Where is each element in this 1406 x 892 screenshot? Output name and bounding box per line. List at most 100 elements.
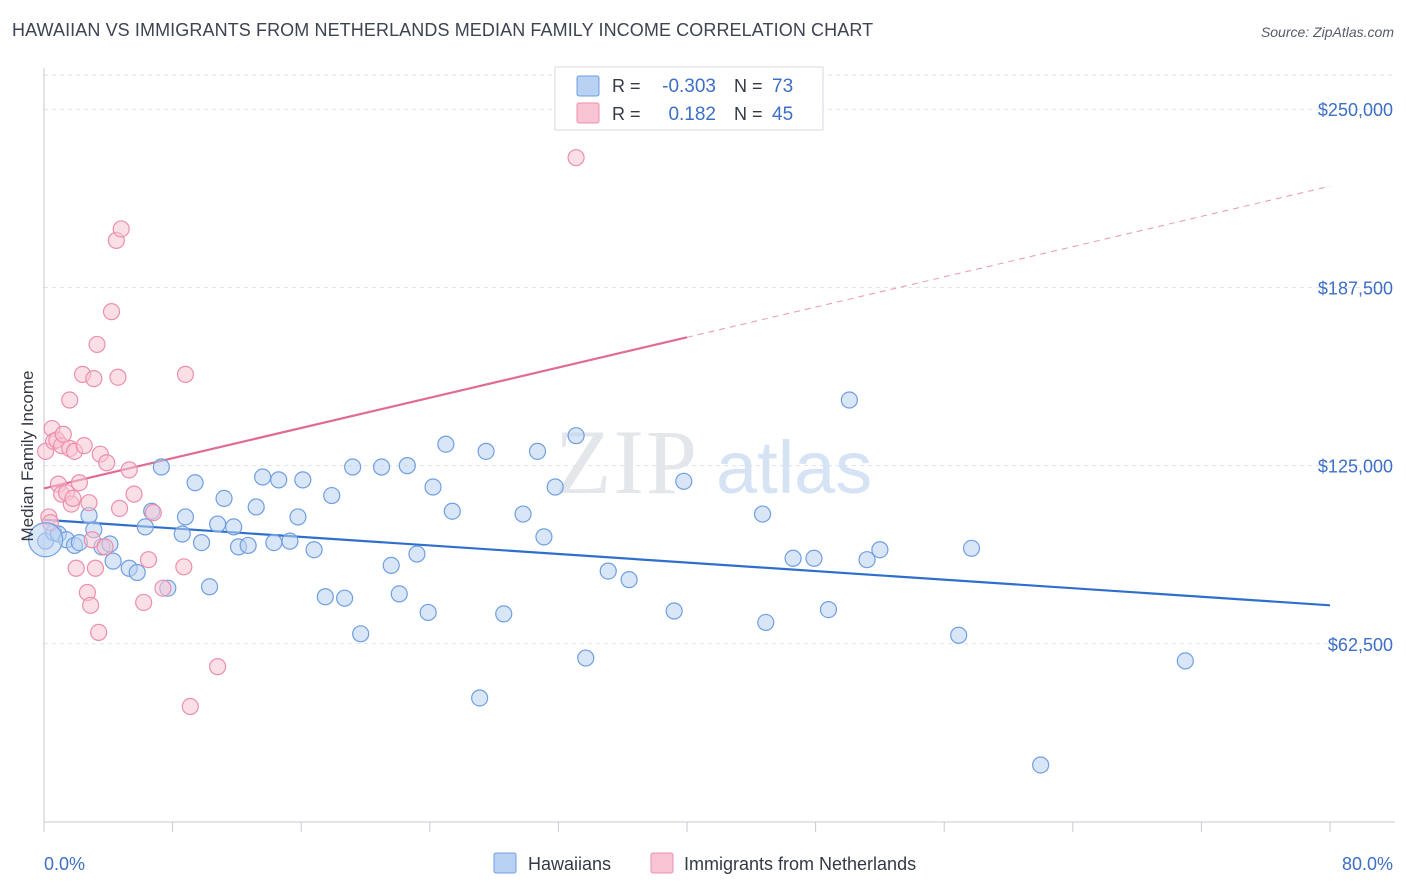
legend-n-value-0: 73 [772, 76, 793, 97]
data-point [70, 474, 88, 492]
data-point [85, 370, 103, 388]
legend-top: R = -0.303 N = 73 R = 0.182 N = 45 [554, 66, 824, 131]
data-point [64, 489, 82, 507]
data-point [135, 593, 153, 612]
data-point [323, 486, 341, 505]
legend-n-label-1: N = [734, 104, 763, 124]
data-point [675, 472, 693, 490]
data-point [495, 605, 513, 623]
data-point [110, 499, 129, 517]
data-point [567, 427, 585, 445]
data-point [254, 468, 272, 486]
data-point [83, 531, 101, 549]
data-point [424, 478, 442, 496]
data-point [102, 303, 121, 321]
data-point [186, 474, 204, 492]
data-point [398, 457, 416, 475]
data-point [247, 498, 265, 516]
x-tick-label: 80.0% [1342, 854, 1393, 874]
data-point [477, 442, 495, 460]
source-label: Source: ZipAtlas.com [1260, 24, 1394, 40]
data-point [471, 689, 489, 707]
legend-bottom-label-hawaiians: Hawaiians [528, 854, 611, 874]
series-netherlands [37, 149, 585, 716]
data-point [200, 578, 219, 596]
data-point [620, 571, 638, 589]
legend-r-value-0: -0.303 [662, 76, 716, 97]
data-point [86, 559, 105, 577]
legend-bottom: Hawaiians Immigrants from Netherlands [493, 852, 916, 874]
data-point [871, 541, 889, 559]
data-point [90, 623, 108, 641]
data-point [577, 649, 595, 667]
data-point [858, 551, 876, 569]
data-point [390, 585, 408, 603]
data-point [599, 562, 617, 580]
data-point [316, 588, 334, 606]
data-point [61, 391, 79, 409]
legend-swatch-hawaiians [576, 75, 600, 97]
data-point [144, 504, 162, 522]
data-point [215, 489, 233, 507]
data-point [120, 461, 138, 479]
data-point [665, 602, 683, 620]
x-tick-label: 0.0% [44, 854, 85, 874]
data-point [209, 658, 227, 676]
data-point [840, 391, 858, 409]
data-point [567, 149, 585, 167]
legend-n-label-0: N = [734, 76, 763, 96]
data-point [344, 458, 362, 476]
data-point [294, 471, 312, 489]
legend-r-value-1: 0.182 [668, 104, 716, 125]
data-point [152, 458, 170, 476]
legend-bottom-swatch-hawaiians [493, 852, 517, 874]
watermark: ZIP atlas [555, 411, 872, 513]
data-point [514, 505, 532, 523]
trend-line-solid [43, 518, 1331, 607]
data-point [176, 365, 195, 383]
grid-lines [44, 74, 1395, 645]
data-point [753, 505, 772, 523]
data-point [270, 471, 288, 489]
y-tick-label: $62,500 [1328, 635, 1393, 655]
data-point [305, 541, 323, 559]
legend-box [554, 66, 824, 131]
data-point [181, 697, 199, 716]
data-point [192, 533, 211, 552]
data-point [1032, 756, 1050, 774]
data-point [757, 613, 775, 632]
data-point [104, 552, 122, 570]
legend-r-label-1: R = [612, 104, 641, 124]
data-point [82, 596, 100, 614]
data-point [443, 502, 461, 520]
data-point [265, 533, 283, 552]
data-point [372, 458, 391, 476]
legend-bottom-swatch-netherlands [650, 852, 674, 874]
data-point [528, 442, 547, 460]
data-point [419, 603, 437, 622]
data-point [96, 538, 114, 556]
legend-n-value-1: 45 [772, 104, 793, 125]
data-point [437, 435, 455, 453]
data-point [962, 539, 981, 557]
data-point [139, 551, 158, 569]
data-point [125, 485, 143, 503]
data-point [225, 518, 243, 536]
data-point [289, 508, 307, 526]
data-point [209, 515, 227, 533]
watermark-zip: ZIP [555, 411, 699, 513]
data-point [173, 525, 191, 543]
trend-line-dashed [686, 185, 1331, 338]
data-point [1176, 652, 1194, 670]
data-point [112, 220, 130, 238]
data-point [80, 494, 98, 512]
legend-bottom-label-netherlands: Immigrants from Netherlands [684, 854, 916, 874]
data-point [950, 626, 968, 644]
data-point [535, 528, 553, 546]
data-point [88, 335, 106, 354]
data-point [98, 454, 116, 472]
data-point [54, 425, 72, 443]
data-point [67, 559, 85, 577]
data-point [819, 600, 838, 619]
